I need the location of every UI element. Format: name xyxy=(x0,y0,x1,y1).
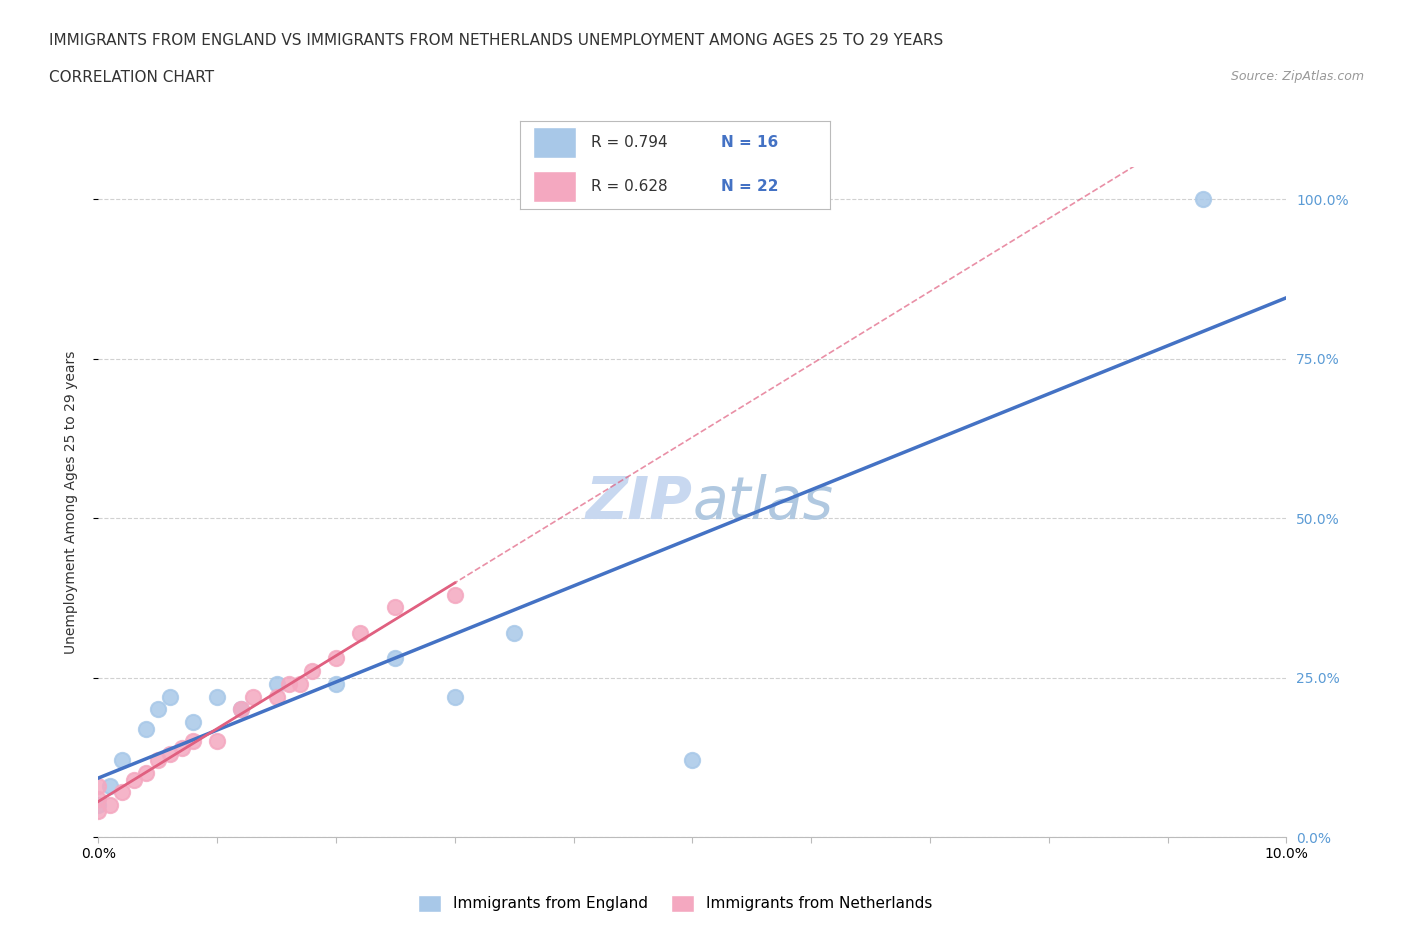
Point xyxy=(98,798,121,813)
Text: Source: ZipAtlas.com: Source: ZipAtlas.com xyxy=(1230,70,1364,83)
Point xyxy=(1192,192,1215,206)
Point xyxy=(503,626,526,641)
Point xyxy=(229,702,252,717)
Point xyxy=(384,651,406,666)
Text: R = 0.628: R = 0.628 xyxy=(592,179,668,193)
Point xyxy=(183,734,205,749)
Point xyxy=(87,798,110,813)
Point xyxy=(122,772,145,787)
Point xyxy=(183,715,205,730)
Point xyxy=(146,753,169,768)
Point xyxy=(98,778,121,793)
Point xyxy=(111,753,134,768)
Bar xyxy=(533,171,576,202)
Text: CORRELATION CHART: CORRELATION CHART xyxy=(49,70,214,85)
Point xyxy=(87,791,110,806)
Point xyxy=(301,664,323,679)
Point xyxy=(111,785,134,800)
Point xyxy=(443,689,465,704)
Point xyxy=(266,676,288,691)
Point xyxy=(290,676,312,691)
Text: N = 22: N = 22 xyxy=(721,179,779,193)
Legend: Immigrants from England, Immigrants from Netherlands: Immigrants from England, Immigrants from… xyxy=(412,889,938,918)
Text: IMMIGRANTS FROM ENGLAND VS IMMIGRANTS FROM NETHERLANDS UNEMPLOYMENT AMONG AGES 2: IMMIGRANTS FROM ENGLAND VS IMMIGRANTS FR… xyxy=(49,33,943,47)
Point xyxy=(159,689,181,704)
Point xyxy=(229,702,252,717)
Point xyxy=(159,747,181,762)
Y-axis label: Unemployment Among Ages 25 to 29 years: Unemployment Among Ages 25 to 29 years xyxy=(63,351,77,654)
Point xyxy=(170,740,193,755)
Point xyxy=(87,804,110,819)
Point xyxy=(384,600,406,615)
Point xyxy=(146,702,169,717)
Point xyxy=(207,689,229,704)
Point xyxy=(682,753,704,768)
Point xyxy=(135,765,157,780)
Point xyxy=(207,734,229,749)
Point xyxy=(325,651,347,666)
Point xyxy=(277,676,299,691)
Text: ZIP: ZIP xyxy=(585,473,693,531)
Point xyxy=(266,689,288,704)
Text: R = 0.794: R = 0.794 xyxy=(592,135,668,150)
Point xyxy=(135,721,157,736)
Point xyxy=(242,689,264,704)
Bar xyxy=(533,127,576,158)
Point xyxy=(87,778,110,793)
Point xyxy=(325,676,347,691)
Point xyxy=(443,587,465,602)
Point xyxy=(349,626,371,641)
Text: N = 16: N = 16 xyxy=(721,135,779,150)
Text: atlas: atlas xyxy=(693,473,834,531)
